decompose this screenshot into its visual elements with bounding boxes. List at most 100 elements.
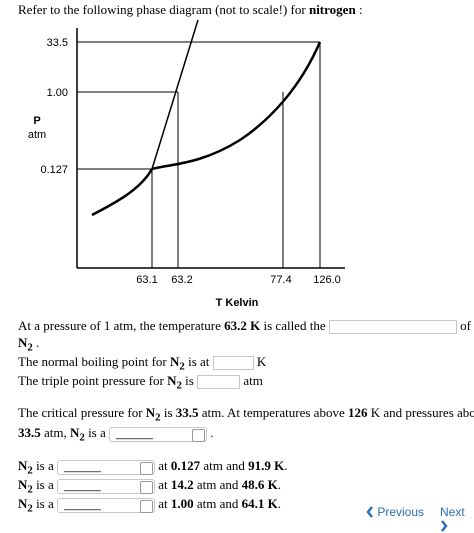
question-line: N2 . — [18, 335, 39, 356]
dropdown-arrow — [140, 480, 154, 494]
text: is a — [33, 477, 57, 492]
text-part: atm, — [40, 425, 70, 440]
text-part: at — [155, 458, 171, 473]
text: The critical pressure for — [18, 405, 146, 420]
formula: N2 — [145, 405, 161, 424]
dropdown-arrow — [192, 428, 206, 442]
intro-text: Refer to the following phase diagram (no… — [18, 2, 309, 17]
text: atm. At temperatures above — [199, 405, 348, 420]
text-part: at — [155, 477, 171, 492]
text-part: 126 — [347, 405, 368, 420]
text: . — [278, 477, 281, 492]
next-button[interactable]: Next — [440, 505, 474, 533]
text-part: . — [32, 335, 40, 350]
dropdown[interactable]: ______ — [109, 426, 208, 442]
text-part: N — [18, 477, 28, 492]
text: is a — [33, 458, 57, 473]
text-part: 1.00 — [170, 496, 194, 511]
text: is — [182, 373, 197, 388]
text-part: is a — [32, 496, 58, 511]
chevron-right — [441, 520, 448, 532]
subscript: 2 — [79, 431, 85, 444]
formula: N2 — [170, 354, 185, 373]
text-part: is called the — [260, 318, 329, 333]
text-part: N — [145, 405, 156, 420]
text: 91.9 K — [248, 458, 284, 473]
y-label: 33.5 — [47, 37, 68, 49]
text-input[interactable] — [197, 375, 241, 390]
text: at — [155, 477, 171, 492]
question-line: N2 is a ______ at 14.2 atm and 48.6 K. — [18, 477, 281, 498]
dropdown-option: ______ — [116, 428, 153, 441]
text: . — [278, 496, 281, 511]
text: K and pressures above — [367, 405, 474, 420]
text: At a pressure of 1 atm, the temperature — [18, 318, 224, 333]
formula: N2 — [18, 335, 33, 354]
text: . — [284, 458, 287, 473]
previous-button[interactable]: Previous — [366, 505, 424, 519]
dropdown[interactable]: ______ — [57, 497, 156, 513]
x-label: 77.4 — [270, 274, 291, 286]
question-line: N2 is a ______ at 1.00 atm and 64.1 K. — [18, 496, 281, 517]
text-part: . — [277, 496, 282, 511]
dropdown-arrow — [140, 461, 154, 475]
text-part: The normal boiling point for — [18, 354, 171, 369]
formula: N2 — [18, 458, 33, 477]
text-part: K — [253, 354, 267, 369]
subscript: 2 — [27, 502, 33, 515]
text: 126 — [348, 405, 368, 420]
question-line: 33.5 atm, N2 is a ______ . — [18, 425, 214, 446]
text-part: N — [70, 425, 80, 440]
text-part: atm — [240, 373, 263, 388]
x-label: 126.0 — [313, 274, 341, 286]
text-input[interactable] — [328, 320, 457, 335]
question-line: At a pressure of 1 atm, the temperature … — [18, 318, 471, 335]
text: The triple point pressure for — [18, 373, 167, 388]
text: 33.5 — [176, 405, 199, 420]
y-label: 1.00 — [47, 87, 68, 99]
text-part: is — [160, 405, 176, 420]
text: is called the — [260, 318, 329, 333]
subscript: 2 — [179, 360, 185, 373]
text: is at — [185, 354, 213, 369]
text: 48.6 K — [242, 477, 278, 492]
text: 14.2 — [171, 477, 194, 492]
next-label: Next — [440, 505, 465, 519]
dropdown-arrow — [140, 499, 154, 513]
dropdown[interactable]: ______ — [57, 478, 156, 494]
subscript: 2 — [27, 464, 33, 477]
y-label: 0.127 — [40, 164, 68, 176]
text-input[interactable] — [212, 356, 254, 371]
text: 63.2 K — [224, 318, 260, 333]
dropdown-option: ______ — [64, 499, 101, 512]
text-part: 33.5 — [175, 405, 199, 420]
text-part: 63.2 K — [224, 318, 261, 333]
dropdown[interactable]: ______ — [57, 459, 156, 475]
x-title: T Kelvin — [216, 297, 259, 309]
text-part: N — [18, 335, 28, 350]
text: K — [253, 354, 267, 369]
question-line: The triple point pressure for N2 is atm — [18, 373, 263, 394]
text-part: At a pressure of 1 atm, the temperature — [18, 318, 225, 333]
text-part: 48.6 K — [241, 477, 278, 492]
text-part: 14.2 — [170, 477, 194, 492]
text: . — [32, 335, 40, 350]
formula: N2 — [167, 373, 182, 392]
text: 0.127 — [171, 458, 200, 473]
phase-diagram: 33.5 1.00 0.127 P atm 63.1 63.2 77.4 126… — [28, 19, 345, 309]
question-line: N2 is a ______ at 0.127 atm and 91.9 K. — [18, 458, 288, 479]
text-part: N — [18, 458, 28, 473]
y-title: P — [33, 115, 40, 127]
text-part: N — [167, 373, 177, 388]
text: . — [207, 425, 213, 440]
text-part: . — [277, 477, 282, 492]
text-part: is — [181, 373, 198, 388]
intro-bold: nitrogen — [308, 2, 356, 17]
text-part: 0.127 — [170, 458, 201, 473]
formula: N2 — [18, 496, 33, 515]
formula: N2 — [18, 477, 33, 496]
subscript: 2 — [176, 379, 182, 392]
dropdown-option: ______ — [64, 461, 101, 474]
page: Refer to the following phase diagram (no… — [18, 2, 474, 532]
text-part: N — [170, 354, 180, 369]
